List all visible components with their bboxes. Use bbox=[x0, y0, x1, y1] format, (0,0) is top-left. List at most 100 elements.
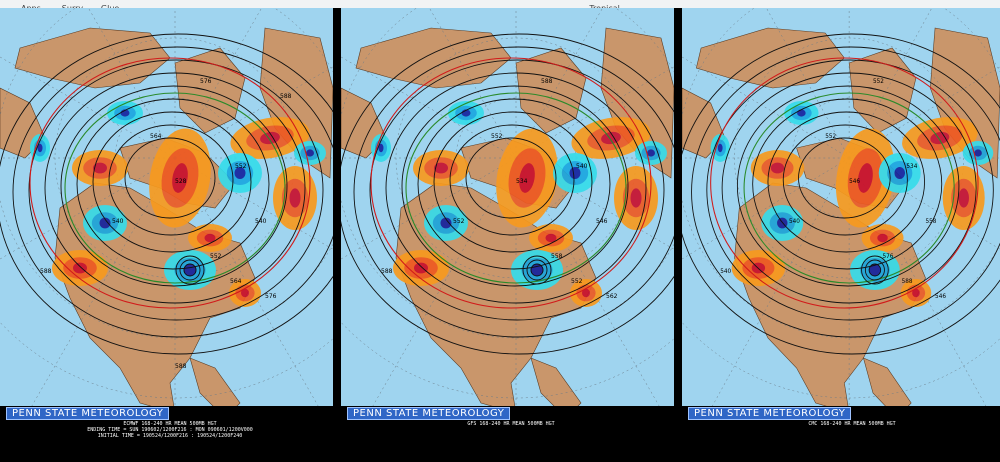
warm-anomaly bbox=[434, 162, 448, 174]
bookmark-label: . . . . . . . . . . . . bbox=[291, 3, 351, 8]
bookmark-label: . . . . . . . . . . . bbox=[514, 3, 569, 8]
contour-label: 540 bbox=[576, 163, 588, 170]
cold-anomaly bbox=[234, 167, 246, 179]
height-contour-red bbox=[29, 57, 311, 309]
contour-label: 534 bbox=[516, 178, 528, 185]
chart-caption-line: INITIAL TIME = 190524/1200F216 : 190524/… bbox=[97, 433, 243, 439]
height-contour bbox=[721, 72, 977, 304]
bookmark-item[interactable]: . . . . . . . . . . . bbox=[655, 4, 719, 8]
meridian bbox=[515, 157, 674, 250]
contour-label: 564 bbox=[150, 133, 162, 140]
contour-label: 562 bbox=[606, 293, 618, 300]
height-contour bbox=[76, 98, 270, 270]
bookmark-label: Surry . . . Glue... bbox=[61, 3, 127, 8]
warm-anomaly bbox=[770, 162, 785, 174]
cold-anomaly bbox=[440, 217, 452, 229]
bookmark-item[interactable]: Apps bbox=[10, 4, 41, 8]
contour-label: 540 bbox=[720, 269, 731, 275]
bookmark-item[interactable]: Surry . . . Glue... bbox=[51, 3, 127, 8]
height-contour bbox=[0, 33, 333, 355]
contour-label: 552 bbox=[210, 253, 222, 260]
low-center-contour bbox=[530, 263, 544, 277]
warm-anomaly bbox=[172, 163, 188, 193]
height-contour bbox=[682, 33, 1000, 355]
landmass bbox=[600, 27, 674, 179]
warm-anomaly bbox=[958, 188, 969, 208]
meridian bbox=[515, 66, 674, 159]
bookmark-label: . . . . . . . . . . . bbox=[440, 3, 494, 8]
contour-label: 558 bbox=[551, 253, 563, 260]
height-contours bbox=[682, 33, 1000, 355]
cold-anomaly bbox=[868, 264, 882, 276]
cold-anomaly bbox=[797, 109, 806, 117]
height-contour bbox=[124, 137, 216, 219]
contour-label: 552 bbox=[491, 133, 503, 140]
contour-label: 540 bbox=[789, 219, 800, 225]
warm-anomaly bbox=[930, 131, 950, 145]
cold-anomaly bbox=[99, 217, 111, 229]
height-contour bbox=[369, 59, 665, 321]
gfs-map-panel: 588 552 540 552 534 546 558 552 562 588 PENN STATE… bbox=[341, 8, 674, 462]
height-contour-green bbox=[743, 92, 955, 284]
height-contour bbox=[706, 59, 994, 321]
penn-state-banner: PENN STATE METEOROLOGY bbox=[688, 407, 852, 420]
meridian bbox=[174, 66, 333, 159]
contour-label: 588 bbox=[175, 363, 187, 370]
warm-anomaly bbox=[545, 233, 557, 243]
contour-label: 588 bbox=[40, 268, 52, 275]
penn-state-banner: PENN STATE METEOROLOGY bbox=[6, 407, 170, 420]
polar-projection-map: 552 552 534 540 546 558 576 588 546 540 bbox=[682, 8, 1000, 406]
height-contour-green bbox=[405, 92, 627, 284]
bookmark-item[interactable]: . . . . . . . . . . . . bbox=[281, 3, 351, 8]
panel-divider bbox=[674, 8, 682, 462]
warm-anomaly bbox=[93, 162, 107, 174]
contour-label: 546 bbox=[596, 218, 608, 225]
height-contour bbox=[417, 98, 611, 270]
landmass bbox=[863, 357, 912, 406]
cold-anomaly bbox=[974, 149, 982, 157]
meridian bbox=[712, 157, 850, 406]
contour-label: 546 bbox=[935, 294, 946, 300]
bookmarks-bar: Apps Surry . . . Glue... . . . . . . . . .… bbox=[0, 0, 1000, 8]
bookmark-item[interactable]: . . . . . . . . . . . bbox=[504, 3, 569, 8]
anomaly-layer bbox=[710, 101, 994, 307]
warm-anomaly bbox=[519, 163, 535, 193]
low-center-contour bbox=[861, 255, 889, 285]
height-contour bbox=[401, 85, 629, 287]
bookmark-item[interactable]: . . . . . . . . bbox=[222, 3, 271, 8]
warm-anomaly bbox=[204, 233, 216, 243]
panel-divider bbox=[333, 8, 341, 462]
contour-label: 576 bbox=[883, 254, 894, 260]
contour-label: 576 bbox=[265, 293, 277, 300]
height-contour bbox=[385, 72, 647, 304]
bookmark-item[interactable]: Tropical . . . . . bbox=[578, 4, 645, 8]
height-contours bbox=[341, 33, 674, 355]
low-center-contour bbox=[526, 259, 548, 281]
cold-anomaly bbox=[717, 143, 723, 153]
bookmark-label: . . . . . . . . . . bbox=[371, 3, 420, 8]
warm-anomaly bbox=[630, 188, 642, 208]
low-center-contour bbox=[183, 263, 197, 277]
contour-label: 552 bbox=[825, 134, 836, 140]
height-contour bbox=[752, 98, 943, 270]
meridian bbox=[372, 157, 517, 406]
warm-anomaly bbox=[73, 262, 87, 274]
contour-label: 528 bbox=[175, 178, 187, 185]
chart-caption-line: ENDING TIME = SUN 190602/1200F216 : MON … bbox=[87, 427, 253, 433]
height-contour bbox=[28, 59, 324, 321]
ecmwf-map-panel: 576 564 552 540 528 540 552 564 576 588 588 588 PENN… bbox=[0, 8, 333, 462]
bookmark-item[interactable]: . . . . . . . . . . bbox=[360, 3, 420, 8]
low-center-contour bbox=[522, 255, 552, 285]
bookmark-label: . . . . . . . . bbox=[232, 3, 271, 8]
chart-caption-line: CMC 168-240 HR MEAN 500MB HGT bbox=[808, 421, 896, 427]
contour-label: 540 bbox=[112, 218, 124, 225]
height-contour bbox=[782, 124, 908, 236]
height-contour bbox=[353, 46, 674, 338]
bookmark-item[interactable]: . . . . . . . . . . . bbox=[430, 3, 494, 8]
bookmark-item[interactable]: . . . . . . . . . . . . . bbox=[137, 3, 212, 8]
low-center-contour bbox=[868, 263, 882, 277]
meridian bbox=[682, 56, 850, 159]
bookmark-label: . . . . . . . . . . . . . bbox=[147, 3, 212, 8]
landmass bbox=[695, 27, 845, 89]
cold-anomaly bbox=[306, 149, 314, 157]
